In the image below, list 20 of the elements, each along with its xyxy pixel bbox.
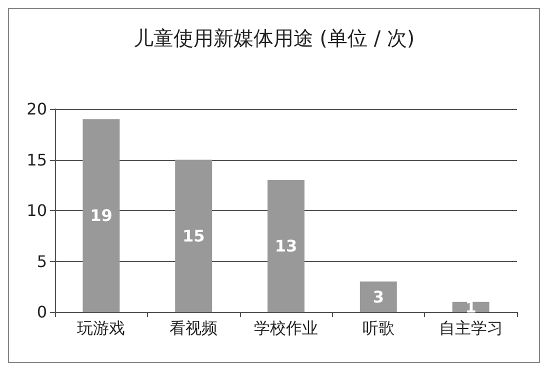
y-tick-label: 10 [26, 201, 47, 220]
y-tick-label: 20 [26, 100, 47, 118]
x-tick-label: 自主学习 [438, 318, 503, 338]
data-label: 1 [465, 297, 476, 316]
chart-title: 儿童使用新媒体用途 (单位 / 次) [133, 26, 415, 50]
data-label: 15 [182, 226, 205, 246]
y-tick-label: 0 [36, 302, 47, 322]
x-tick-label: 玩游戏 [77, 318, 126, 338]
bar [360, 282, 397, 312]
data-label: 3 [372, 287, 384, 306]
y-tick-label: 15 [26, 150, 47, 170]
x-tick-label: 学校作业 [254, 318, 318, 338]
bar [175, 160, 212, 312]
data-label: 13 [274, 236, 298, 256]
x-tick-label: 听歌 [362, 318, 394, 338]
x-tick-label: 看视频 [170, 318, 218, 338]
data-label: 19 [90, 206, 112, 226]
bar [82, 119, 120, 312]
bar [268, 180, 304, 312]
y-tick-label: 5 [36, 252, 47, 271]
